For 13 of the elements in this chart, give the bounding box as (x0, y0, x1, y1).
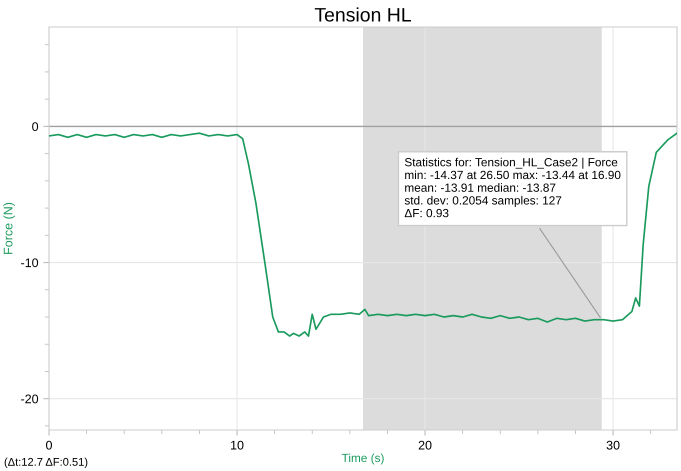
x-tick-label: 10 (231, 440, 244, 450)
x-tick-label: 0 (46, 440, 52, 450)
annotation: Statistics for: Tension_HL_Case2 | Force min: -14.37 at 26.50 max: -13.44 at 16.90 mean: -13.91 median: -13.87 std. dev: 0.2054 samples: 127 ΔF: 0.93 (404, 158, 620, 218)
line-series (49, 132, 677, 337)
x-tick-label: 30 (606, 440, 620, 450)
x-axis-title: Time (s) (342, 453, 384, 464)
chart-title: Tension HL (314, 7, 411, 22)
y-tick-label: -20 (21, 394, 38, 404)
x-tick-label: 20 (418, 440, 432, 450)
y-tick-label: -10 (21, 258, 38, 268)
text: (Δt:12.7 ΔF:0.51) (4, 458, 88, 468)
y-tick-label: 0 (32, 122, 38, 132)
y-axis-title: Force (N) (3, 202, 15, 254)
